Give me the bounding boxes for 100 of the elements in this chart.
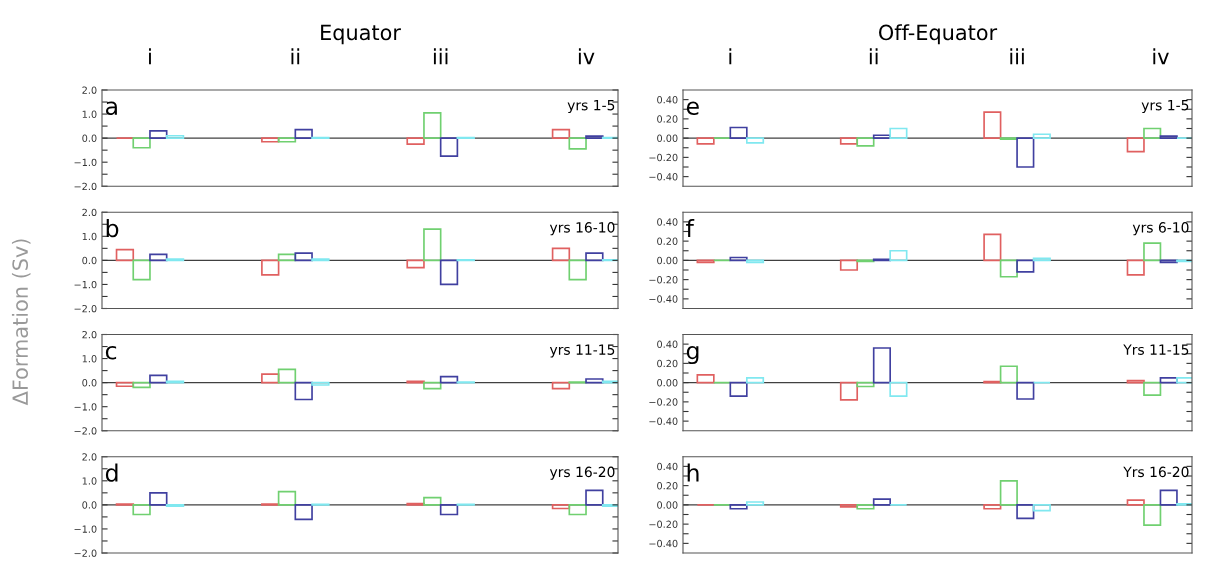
bar — [115, 248, 135, 262]
bar — [872, 347, 892, 384]
bar — [406, 137, 425, 145]
bar — [132, 259, 151, 281]
y-tick-label: 0.40 — [657, 96, 678, 104]
x-tick-label: iv — [578, 48, 595, 65]
y-tick-label: 1.0 — [82, 232, 97, 241]
bar — [745, 376, 765, 384]
y-tick-label: 0.00 — [657, 501, 678, 509]
x-tick-label: i — [149, 48, 151, 65]
annotation: yrs 11-15 — [549, 344, 615, 358]
bar — [585, 252, 604, 262]
bar — [1016, 137, 1035, 168]
bar — [601, 504, 618, 507]
y-tick-label: 0.20 — [657, 482, 678, 490]
x-tick-label: iv — [1153, 48, 1169, 65]
annotation: yrs 16-10 — [549, 222, 615, 236]
bar — [1126, 137, 1145, 153]
y-tick-label: −0.40 — [649, 417, 678, 425]
bar — [696, 374, 715, 384]
y-tick-label: 1.0 — [82, 110, 97, 118]
bar — [696, 137, 715, 145]
bar — [999, 137, 1018, 140]
y-tick-label: 0.00 — [657, 256, 678, 265]
bar — [1159, 489, 1178, 506]
x-tick-label: iii — [1010, 48, 1024, 65]
bar — [1143, 381, 1162, 396]
bar — [456, 259, 475, 262]
bar — [729, 381, 748, 397]
annotation: g — [686, 345, 699, 365]
bar — [568, 381, 587, 384]
bar — [839, 259, 859, 271]
bar — [132, 137, 151, 149]
y-tick-label: 0.00 — [657, 379, 678, 387]
bar — [277, 490, 297, 506]
y-tick-label: −1.0 — [74, 403, 97, 411]
y-tick-label: −0.20 — [649, 276, 678, 284]
annotation: b — [106, 218, 119, 238]
bar — [1016, 381, 1035, 400]
bar — [311, 136, 330, 139]
bar — [423, 228, 442, 262]
annotation: yrs 1-5 — [567, 100, 615, 114]
bar — [456, 381, 475, 384]
bar — [1032, 257, 1051, 262]
y-tick-label: −0.20 — [649, 520, 678, 528]
bar — [601, 259, 618, 262]
bar — [983, 111, 1002, 139]
bar — [585, 489, 604, 506]
y-tick-label: 2.0 — [82, 330, 97, 339]
y-tick-label: 0.20 — [657, 237, 678, 245]
y-tick-label: −0.40 — [649, 295, 678, 303]
bar — [406, 380, 425, 384]
bar — [132, 504, 151, 516]
y-tick-label: −1.0 — [74, 525, 97, 533]
bar — [568, 504, 587, 516]
bar — [551, 381, 571, 390]
y-tick-label: 1.0 — [82, 355, 97, 363]
bar — [1143, 504, 1162, 526]
bar — [839, 381, 859, 401]
y-tick-label: 0.0 — [82, 256, 97, 265]
bar — [456, 503, 475, 506]
bar — [889, 381, 908, 397]
y-tick-label: −0.20 — [649, 153, 678, 162]
bar — [261, 259, 280, 276]
annotation: f — [686, 218, 695, 237]
bar — [277, 253, 297, 262]
bar — [115, 381, 135, 388]
bar — [439, 259, 459, 286]
y-tick-label: −0.20 — [649, 398, 678, 406]
chart-title: Equator — [321, 24, 401, 45]
y-tick-label: −1.0 — [74, 158, 97, 167]
y-tick-label: −2.0 — [74, 549, 97, 557]
bar — [294, 504, 313, 521]
bar — [165, 380, 185, 384]
y-tick-label: 1.0 — [82, 477, 97, 485]
y-tick-label: 0.40 — [657, 340, 678, 348]
annotation: Yrs 11-15 — [1123, 344, 1189, 355]
y-tick-label: −0.40 — [649, 173, 678, 181]
annotation: Yrs 16-20 — [1123, 466, 1189, 478]
bar — [294, 128, 313, 139]
bar — [983, 233, 1002, 262]
x-tick-label: ii — [869, 48, 878, 65]
bar — [165, 258, 185, 262]
bar — [872, 134, 892, 139]
bar — [745, 137, 765, 144]
y-tick-label: 0.40 — [657, 218, 678, 226]
bar — [406, 502, 425, 506]
bar — [999, 479, 1018, 506]
bar — [1016, 504, 1035, 520]
bar — [423, 112, 442, 139]
y-tick-label: 2.0 — [82, 453, 97, 461]
bar — [872, 498, 892, 506]
bar — [568, 259, 587, 281]
bar — [568, 137, 587, 150]
bar — [983, 504, 1002, 510]
bar — [115, 503, 135, 506]
bar — [311, 258, 330, 262]
bar — [551, 247, 571, 262]
bar — [999, 365, 1018, 384]
bar — [423, 496, 442, 506]
